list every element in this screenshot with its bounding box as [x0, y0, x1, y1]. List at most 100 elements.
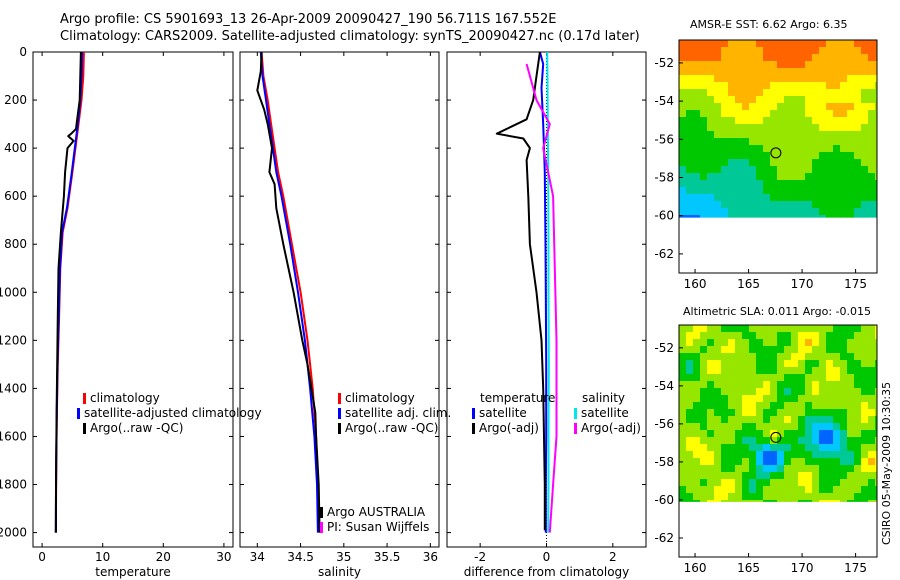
- map-cell: [833, 145, 841, 153]
- map-cell: [791, 388, 799, 396]
- map-cell: [833, 486, 841, 494]
- map-cell: [826, 54, 834, 62]
- map-cell: [861, 117, 869, 125]
- map-cell: [861, 89, 869, 97]
- map-cell: [721, 124, 729, 132]
- map-cell: [742, 89, 750, 97]
- map-cell: [875, 61, 877, 69]
- map-cell: [777, 166, 785, 174]
- map-cell: [875, 402, 877, 410]
- map-cell: [686, 166, 694, 174]
- map-cell: [770, 430, 778, 438]
- map-cell: [749, 381, 757, 389]
- map-cell: [714, 187, 722, 195]
- map-cell: [875, 493, 877, 501]
- map-cell: [812, 346, 820, 354]
- map-cell: [812, 353, 820, 361]
- map-cell: [749, 96, 757, 104]
- map-cell: [847, 430, 855, 438]
- map-cell: [833, 96, 841, 104]
- map-cell: [875, 124, 877, 132]
- map-cell: [679, 444, 687, 452]
- map-cell: [840, 367, 848, 375]
- sst-map-title: AMSR-E SST: 6.62 Argo: 6.35: [690, 18, 848, 31]
- map-cell: [833, 75, 841, 83]
- map-cell: [812, 325, 820, 333]
- map-cell: [784, 465, 792, 473]
- map-cell: [735, 339, 743, 347]
- map-cell: [875, 472, 877, 480]
- map-cell: [791, 339, 799, 347]
- map-cell: [728, 472, 736, 480]
- map-cell: [763, 138, 771, 146]
- map-cell: [749, 194, 757, 202]
- map-cell: [700, 367, 708, 375]
- map-cell: [756, 339, 764, 347]
- map-cell: [833, 472, 841, 480]
- map-cell: [784, 145, 792, 153]
- map-cell: [840, 152, 848, 160]
- map-cell: [805, 395, 813, 403]
- map-cell: [714, 486, 722, 494]
- map-cell: [784, 416, 792, 424]
- y-tick-label: -56: [654, 417, 674, 431]
- map-cell: [854, 430, 862, 438]
- map-cell: [770, 395, 778, 403]
- map-cell: [791, 117, 799, 125]
- map-cell: [798, 416, 806, 424]
- map-cell: [700, 117, 708, 125]
- map-cell: [770, 374, 778, 382]
- map-cell: [686, 500, 694, 502]
- map-cell: [812, 409, 820, 417]
- map-cell: [777, 110, 785, 118]
- map-cell: [875, 423, 877, 431]
- series-line: [495, 51, 546, 531]
- map-cell: [784, 103, 792, 111]
- map-cell: [777, 479, 785, 487]
- map-cell: [679, 61, 687, 69]
- map-cell: [735, 367, 743, 375]
- map-cell: [798, 423, 806, 431]
- map-cell: [805, 465, 813, 473]
- map-cell: [707, 201, 715, 209]
- y-tick-label: 800: [4, 237, 27, 251]
- map-cell: [805, 68, 813, 76]
- map-cell: [749, 479, 757, 487]
- map-cell: [798, 194, 806, 202]
- map-cell: [763, 215, 771, 218]
- map-cell: [763, 173, 771, 181]
- map-cell: [847, 89, 855, 97]
- map-cell: [686, 381, 694, 389]
- map-cell: [875, 187, 877, 195]
- map-cell: [749, 152, 757, 160]
- map-cell: [735, 201, 743, 209]
- map-cell: [770, 47, 778, 55]
- map-cell: [819, 138, 827, 146]
- map-cell: [707, 117, 715, 125]
- map-cell: [798, 346, 806, 354]
- map-cell: [854, 194, 862, 202]
- map-cell: [707, 208, 715, 216]
- map-cell: [686, 444, 694, 452]
- map-cell: [819, 124, 827, 132]
- map-cell: [854, 96, 862, 104]
- map-cell: [749, 395, 757, 403]
- map-cell: [707, 180, 715, 188]
- map-cell: [812, 40, 820, 48]
- map-cell: [749, 180, 757, 188]
- map-cell: [770, 89, 778, 97]
- map-cell: [770, 208, 778, 216]
- map-cell: [700, 374, 708, 382]
- map-cell: [756, 430, 764, 438]
- map-cell: [721, 374, 729, 382]
- map-cell: [840, 131, 848, 139]
- x-tick-label: 35: [336, 550, 351, 564]
- map-cell: [756, 500, 764, 502]
- map-cell: [826, 96, 834, 104]
- map-cell: [756, 89, 764, 97]
- map-cell: [791, 75, 799, 83]
- map-field: [679, 325, 877, 502]
- map-cell: [735, 75, 743, 83]
- map-cell: [693, 493, 701, 501]
- map-cell: [868, 82, 876, 90]
